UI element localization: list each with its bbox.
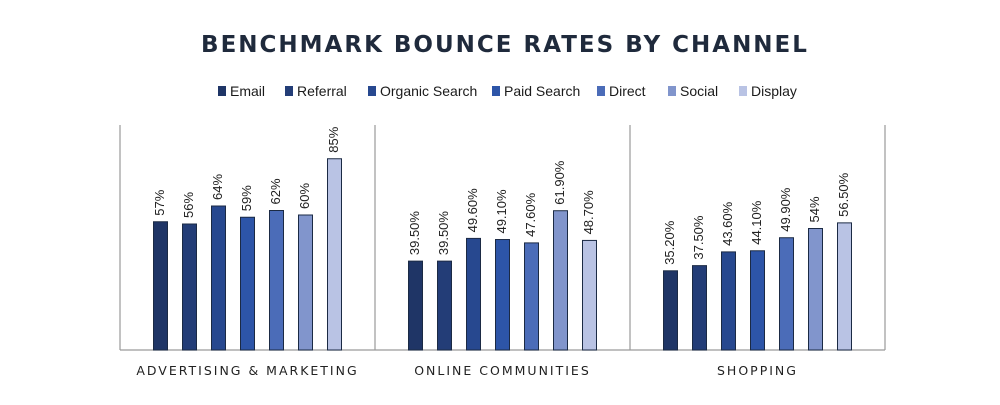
legend-swatch <box>668 86 676 96</box>
bars <box>153 158 852 351</box>
value-label: 37.50% <box>691 215 706 260</box>
value-label: 54% <box>807 196 822 222</box>
value-label: 62% <box>268 178 283 204</box>
chart-title: BENCHMARK BOUNCE RATES BY CHANNEL <box>201 32 809 58</box>
value-label: 47.60% <box>523 192 538 237</box>
legend-item: Paid Search <box>492 83 580 99</box>
legend-swatch <box>597 86 605 96</box>
bar <box>495 239 510 351</box>
value-label: 49.10% <box>494 189 509 234</box>
bar <box>779 237 794 351</box>
legend-swatch <box>368 86 376 96</box>
legend-item: Direct <box>597 83 646 99</box>
legend-swatch <box>739 86 747 96</box>
value-label: 44.10% <box>749 200 764 245</box>
value-label: 60% <box>297 183 312 209</box>
bar <box>408 260 423 351</box>
value-label: 39.50% <box>436 211 451 256</box>
value-label: 48.70% <box>581 190 596 235</box>
bar <box>721 251 736 351</box>
legend-item: Social <box>668 83 718 99</box>
value-label: 57% <box>152 189 167 215</box>
legend-swatch <box>285 86 293 96</box>
value-label: 56.50% <box>836 172 851 217</box>
legend-label: Email <box>230 83 265 99</box>
value-label: 64% <box>210 174 225 200</box>
legend: Email Referral Organic Search Paid Search Di… <box>218 83 797 99</box>
category-labels: ADVERTISING & MARKETING ONLINE COMMUNITIE… <box>136 363 798 378</box>
value-label: 49.60% <box>465 188 480 233</box>
bar <box>437 260 452 351</box>
value-labels: 57% 56% 64% 59% 62% 60% 85% 39.50% 39.50% 49.60% 4… <box>152 126 851 265</box>
legend-label: Display <box>751 83 797 99</box>
legend-label: Referral <box>297 83 347 99</box>
legend-label: Paid Search <box>504 83 580 99</box>
value-label: 59% <box>239 185 254 211</box>
value-label: 35.20% <box>662 220 677 265</box>
bar <box>750 250 765 351</box>
bar <box>466 237 481 351</box>
legend-label: Social <box>680 83 718 99</box>
bar <box>837 222 852 351</box>
value-label: 43.60% <box>720 201 735 246</box>
category-label: ONLINE COMMUNITIES <box>414 363 591 378</box>
bar <box>582 239 597 351</box>
category-label: SHOPPING <box>717 363 798 378</box>
legend-swatch <box>218 86 226 96</box>
value-label: 85% <box>326 126 341 152</box>
bar <box>182 223 197 351</box>
category-label: ADVERTISING & MARKETING <box>136 363 358 378</box>
bar <box>240 216 255 351</box>
legend-label: Organic Search <box>380 83 477 99</box>
bar <box>211 205 226 351</box>
legend-item: Referral <box>285 83 347 99</box>
bar <box>663 270 678 351</box>
bar <box>269 210 284 351</box>
bar <box>553 210 568 351</box>
legend-label: Direct <box>609 83 646 99</box>
bar <box>692 265 707 351</box>
legend-item: Organic Search <box>368 83 477 99</box>
value-label: 61.90% <box>552 160 567 205</box>
value-label: 39.50% <box>407 211 422 256</box>
value-label: 56% <box>181 192 196 218</box>
bar <box>298 214 313 351</box>
legend-swatch <box>492 86 500 96</box>
bar <box>153 221 168 351</box>
value-label: 49.90% <box>778 187 793 232</box>
bar <box>808 228 823 351</box>
legend-item: Display <box>739 83 797 99</box>
legend-item: Email <box>218 83 265 99</box>
bar <box>524 242 539 351</box>
bar <box>327 158 342 351</box>
